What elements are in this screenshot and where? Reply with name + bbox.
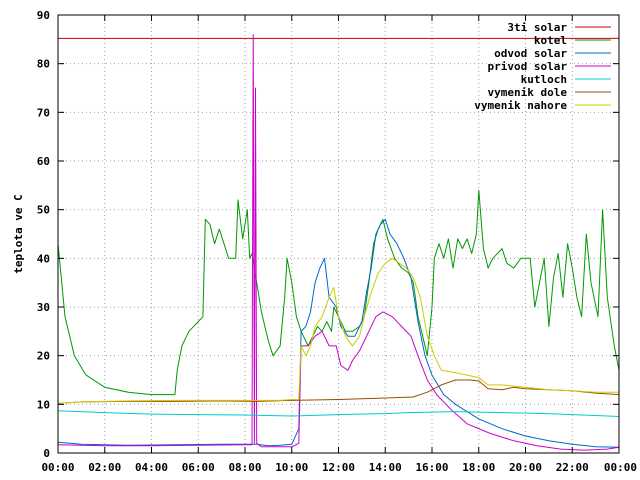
x-tick-label: 00:00 [41, 461, 74, 474]
y-axis-title: teplota ve C [12, 194, 25, 273]
x-tick-label: 18:00 [462, 461, 495, 474]
y-tick-label: 40 [37, 252, 50, 265]
x-axis: 00:00 02:00 04:00 06:00 08:00 10:00 12:00 14:00… [41, 15, 637, 474]
y-axis: 0 10 20 30 40 50 60 70 80 90 [37, 9, 619, 460]
x-tick-label: 10:00 [275, 461, 308, 474]
y-tick-label: 60 [37, 155, 50, 168]
legend-label: odvod solar [494, 47, 567, 60]
x-tick-label: 12:00 [322, 461, 355, 474]
legend-label: privod solar [488, 60, 568, 73]
legend-label: kotel [534, 34, 567, 47]
x-tick-label: 16:00 [415, 461, 448, 474]
legend-label: vymenik dole [488, 86, 568, 99]
y-tick-label: 30 [37, 301, 50, 314]
y-tick-label: 0 [43, 447, 50, 460]
series-line-privod-solar [57, 34, 620, 451]
legend-label: 3ti solar [507, 21, 567, 34]
x-tick-label: 04:00 [135, 461, 168, 474]
legend-label: kutloch [521, 73, 567, 86]
y-tick-label: 80 [37, 58, 50, 71]
x-tick-label: 00:00 [604, 461, 637, 474]
y-tick-label: 70 [37, 106, 50, 119]
y-tick-label: 90 [37, 9, 50, 22]
x-tick-label: 08:00 [228, 461, 261, 474]
x-tick-label: 06:00 [182, 461, 215, 474]
y-tick-label: 20 [37, 350, 50, 363]
series-line-vymenik-dole [57, 379, 620, 404]
x-tick-label: 20:00 [509, 461, 542, 474]
series-line-vymenik-nahore [57, 257, 619, 404]
series-layer [57, 34, 620, 451]
x-tick-label: 22:00 [556, 461, 589, 474]
legend-label: vymenik nahore [474, 99, 567, 112]
y-tick-label: 50 [37, 204, 50, 217]
x-tick-label: 02:00 [88, 461, 121, 474]
y-tick-label: 10 [37, 398, 50, 411]
series-line-kutloch [57, 410, 620, 417]
series-line-odvod-solar [57, 218, 620, 448]
x-tick-label: 14:00 [369, 461, 402, 474]
